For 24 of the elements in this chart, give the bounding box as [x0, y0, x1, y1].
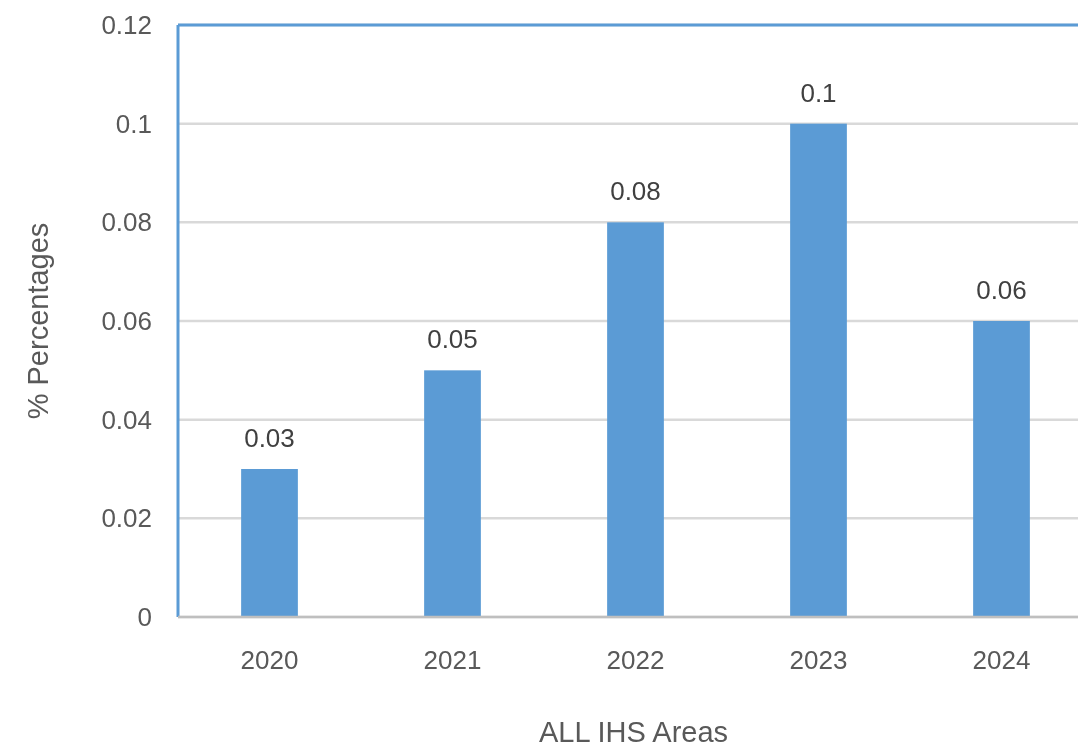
bar: [424, 370, 481, 617]
data-label: 0.05: [427, 324, 478, 355]
data-label: 0.06: [976, 275, 1027, 305]
data-label: 0.08: [610, 176, 661, 207]
x-tick-label: 2024: [972, 645, 1031, 675]
bar: [973, 321, 1030, 617]
x-tick-label: 2022: [606, 645, 665, 675]
x-tick-label: 2020: [240, 645, 299, 675]
y-axis-title: % Percentages: [22, 222, 54, 420]
x-tick-label: 2023: [789, 645, 848, 675]
y-tick-label: 0.08: [101, 207, 152, 238]
x-tick-label: 2021: [423, 645, 482, 675]
bar: [607, 222, 664, 617]
y-tick-label: 0: [137, 602, 152, 633]
bar: [790, 123, 847, 617]
y-tick-label: 0.1: [115, 108, 152, 139]
bar: [241, 469, 298, 617]
y-tick-label: 0.04: [101, 404, 152, 435]
x-axis-title: ALL IHS Areas: [538, 716, 729, 748]
y-tick-label: 0.02: [101, 503, 152, 534]
data-label: 0.1: [800, 77, 837, 108]
y-tick-label: 0.12: [101, 10, 152, 41]
y-tick-label: 0.06: [101, 306, 152, 337]
data-label: 0.03: [244, 423, 295, 453]
